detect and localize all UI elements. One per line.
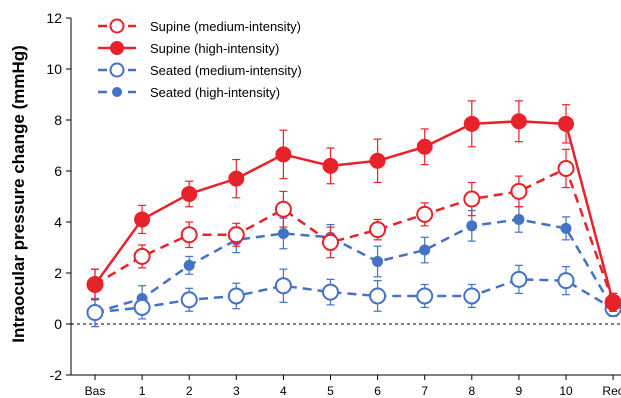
series-0-point-1 (133, 247, 151, 265)
x-tick-label-2: 2 (186, 384, 193, 398)
y-tick-label-2: 2 (54, 265, 62, 281)
x-tick-label-1: 1 (139, 384, 146, 398)
series-0-point-8 (463, 190, 481, 208)
series-3-point-7 (419, 244, 431, 256)
series-3 (89, 206, 619, 328)
legend-swatch-marker-2 (109, 62, 125, 78)
x-tick-label-5: 5 (327, 384, 334, 398)
series-2-point-1 (133, 298, 151, 316)
legend-item-0: Supine (medium-intensity) (98, 18, 301, 34)
series-0-point-9 (510, 182, 528, 200)
series-0-point-10 (557, 159, 575, 177)
y-tick-label-6: 6 (54, 163, 62, 179)
series-3-point-4 (277, 227, 289, 239)
legend-label-2: Seated (medium-intensity) (150, 63, 302, 78)
series-2-line (94, 278, 614, 314)
x-tick-label-9: 9 (516, 384, 523, 398)
series-2-point-2 (180, 291, 198, 309)
y-tick-label-8: 8 (54, 112, 62, 128)
series-1-line (93, 120, 615, 303)
series-1-point-7 (416, 138, 433, 155)
legend: Supine (medium-intensity) Supine (high-in… (98, 18, 302, 100)
x-tick-label-4: 4 (280, 384, 287, 398)
series-2-point-3 (227, 287, 245, 305)
series-0-point-2 (180, 226, 198, 244)
legend-swatch-marker-3 (112, 87, 122, 97)
x-tick-label-8: 8 (468, 384, 475, 398)
x-tick-label-Bas: Bas (85, 384, 106, 398)
series-0-point-5 (322, 233, 339, 251)
series-2-point-7 (416, 287, 434, 305)
series-0-point-6 (369, 221, 387, 239)
series-1-point-5 (322, 157, 339, 174)
legend-item-2: Seated (medium-intensity) (98, 62, 302, 78)
legend-label-3: Seated (high-intensity) (150, 85, 280, 100)
y-tick-label-0: 0 (54, 316, 62, 332)
series-0-point-4 (274, 200, 292, 218)
series-2-point-5 (322, 283, 339, 301)
series-0-line (94, 166, 615, 303)
series-3-point-6 (372, 256, 384, 268)
series-1 (87, 100, 621, 312)
series-2-point-0 (86, 304, 104, 322)
x-tick-label-Rec: Rec (602, 384, 621, 398)
series-2-point-9 (510, 270, 528, 288)
legend-label-1: Supine (high-intensity) (150, 41, 279, 56)
series-1-point-0 (87, 276, 103, 293)
series-2-point-6 (369, 287, 387, 305)
series-0-point-3 (227, 226, 245, 244)
series-layer (86, 100, 621, 328)
y-axis-title: Intraocular pressure change (mmHg) (9, 45, 28, 343)
legend-item-3: Seated (high-intensity) (98, 85, 280, 100)
series-2-point-4 (274, 277, 292, 295)
x-tick-label-6: 6 (374, 384, 381, 398)
series-1-point-1 (134, 211, 151, 228)
series-1-point-11 (605, 294, 621, 311)
series-1-point-8 (463, 115, 480, 132)
x-tick-label-10: 10 (559, 384, 573, 398)
legend-item-1: Supine (high-intensity) (98, 41, 279, 56)
series-1-point-10 (558, 115, 574, 132)
legend-label-0: Supine (medium-intensity) (150, 19, 301, 34)
series-1-point-6 (369, 152, 386, 169)
series-1-point-9 (510, 113, 527, 130)
series-0 (86, 148, 621, 312)
series-1-point-3 (228, 170, 245, 187)
series-2 (86, 264, 621, 328)
series-0-point-7 (416, 205, 434, 223)
series-3-point-2 (183, 259, 195, 271)
series-1-point-2 (181, 185, 198, 202)
series-2-point-10 (557, 272, 575, 290)
series-1-point-4 (275, 146, 292, 163)
series-3-point-10 (560, 222, 572, 234)
y-tick-label-4: 4 (54, 214, 62, 230)
y-tick-label-10: 10 (46, 61, 62, 77)
y-tick-label--2: -2 (50, 367, 63, 383)
series-3-line (94, 218, 615, 314)
series-3-point-9 (513, 213, 525, 225)
legend-swatch-marker-1 (110, 41, 124, 55)
series-2-point-8 (463, 287, 481, 305)
legend-swatch-marker-0 (109, 18, 125, 34)
series-3-point-8 (466, 220, 478, 232)
x-tick-label-3: 3 (233, 384, 240, 398)
x-tick-label-7: 7 (421, 384, 428, 398)
y-tick-label-12: 12 (46, 10, 62, 26)
